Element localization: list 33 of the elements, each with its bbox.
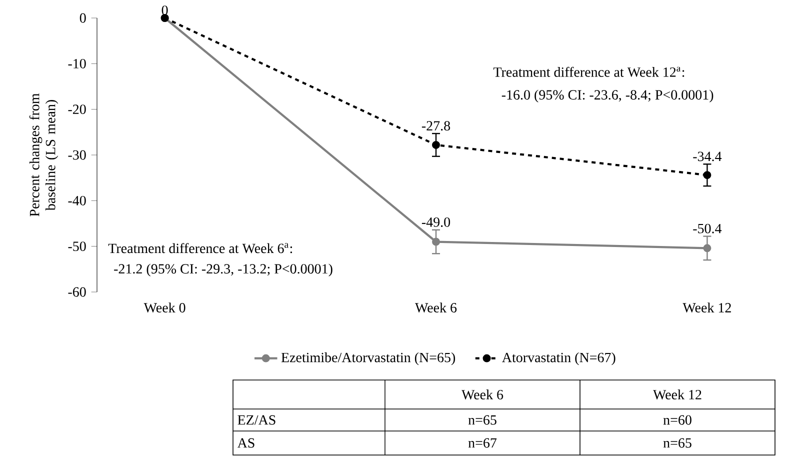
- y-axis-title: Percent changes from baseline (LS mean): [29, 93, 58, 216]
- annotation: Treatment difference at Week 12$^{a}$:: [493, 66, 684, 77]
- y-tick-label: -60: [68, 287, 86, 297]
- text: n=60: [663, 415, 692, 425]
- data-label: -27.8: [422, 121, 450, 131]
- annotation: -16.0 (95% CI: -23.6, -8.4; P<0.0001): [502, 90, 714, 102]
- data-label: -34.4: [693, 152, 722, 162]
- point: [432, 238, 440, 246]
- legend-label: Atorvastatin (N=67): [502, 352, 616, 366]
- text: Week 12: [653, 390, 702, 400]
- x-tick-label: Week 12: [682, 302, 731, 313]
- legend-label: Ezetimibe/Atorvastatin (N=65): [281, 352, 456, 366]
- text: EZ/AS: [238, 415, 276, 425]
- text: n=65: [663, 438, 692, 448]
- annotation: -21.2 (95% CI: -29.3, -13.2; P<0.0001): [114, 264, 332, 276]
- point: [703, 244, 712, 252]
- point: [432, 140, 440, 149]
- y-tick-label: -50: [68, 242, 86, 252]
- data-label: -50.4: [693, 224, 722, 234]
- text: n=65: [468, 415, 496, 425]
- y-tick-label: -10: [68, 58, 86, 68]
- point: [703, 171, 712, 180]
- y-tick-label: 0: [80, 13, 86, 23]
- text: AS: [237, 438, 254, 448]
- text: Week 6: [462, 390, 504, 400]
- y-tick-label: -30: [68, 150, 86, 160]
- x-tick-label: Week 6: [415, 302, 457, 313]
- text: n=67: [468, 438, 497, 448]
- y-tick-label: -20: [68, 104, 86, 114]
- y-tick-label: -40: [68, 196, 86, 206]
- annotation: Treatment difference at Week 6$^{a}$:: [108, 243, 292, 254]
- x-tick-label: Week 0: [144, 302, 186, 313]
- data-label: -49.0: [422, 217, 450, 227]
